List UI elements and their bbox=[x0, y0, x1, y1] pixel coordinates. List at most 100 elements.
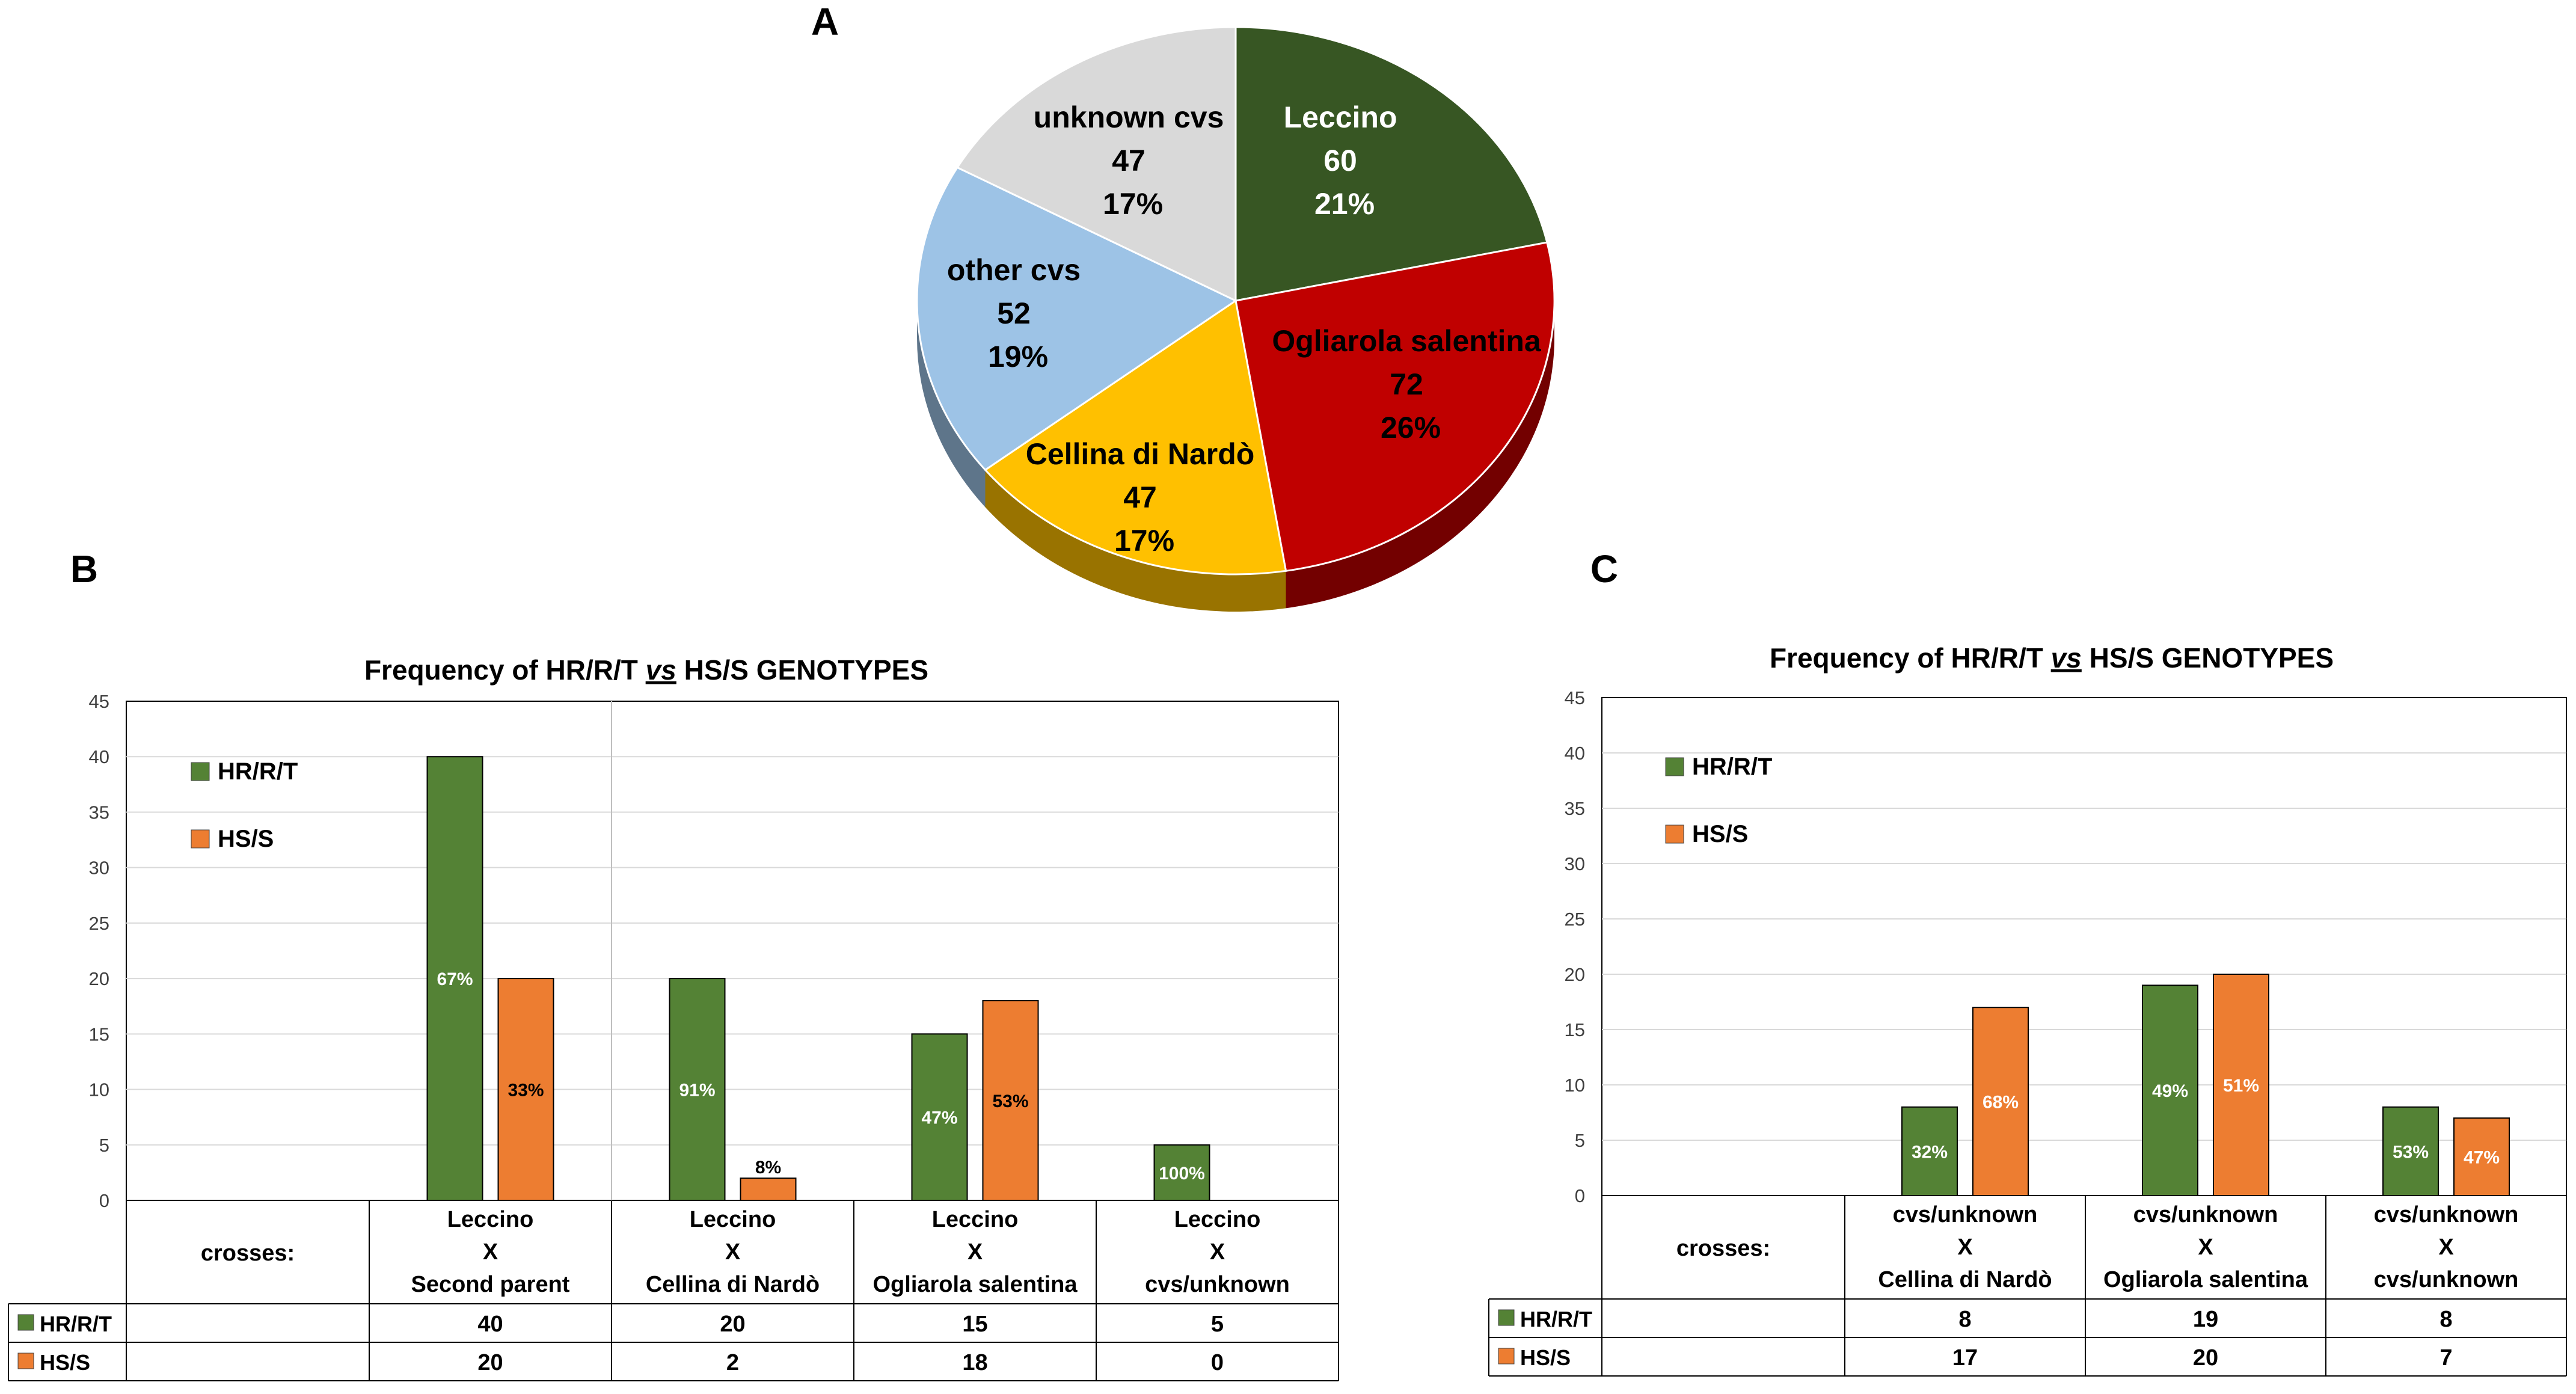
chart-c-legend-swatch-hr-r-t bbox=[1665, 757, 1684, 776]
chart-c-category-parent1: cvs/unknown bbox=[2374, 1202, 2519, 1227]
chart-c-y-tick-label: 20 bbox=[1565, 964, 1585, 985]
chart-c-y-tick-label: 10 bbox=[1565, 1075, 1585, 1096]
chart-b-y-tick-label: 30 bbox=[89, 858, 109, 879]
bar-chart-panel-c: C Frequency of HR/R/T vs HS/S GENOTYPES … bbox=[1488, 547, 2567, 1377]
chart-c-table-value: 8 bbox=[1958, 1307, 1971, 1332]
chart-c-bar-hr-r-t bbox=[1901, 1106, 1958, 1197]
chart-c-title-pre: Frequency of HR/R/T bbox=[1770, 642, 2051, 674]
chart-b-data-label-hs-s: 8% bbox=[755, 1158, 781, 1178]
chart-b-legend-swatch-hs-s bbox=[191, 829, 210, 849]
chart-c-data-label-hr-r-t: 53% bbox=[2393, 1142, 2429, 1162]
chart-b-y-tick-label: 10 bbox=[89, 1079, 109, 1101]
pie-chart-panel: A Leccino 60 21% Ogliarola salentina 72 … bbox=[811, 0, 1556, 612]
chart-b-table-swatch-hr-r-t bbox=[17, 1314, 34, 1331]
pie-slice-unknown-cvs bbox=[955, 26, 1237, 302]
chart-c-title-vs: vs bbox=[2051, 642, 2082, 674]
chart-b-category-parent2: Cellina di Nardò bbox=[646, 1272, 820, 1297]
chart-c-bar-hs-s bbox=[2213, 974, 2269, 1196]
chart-b-y-tick-label: 15 bbox=[89, 1024, 109, 1045]
chart-b-data-label-hr-r-t: 67% bbox=[437, 969, 473, 989]
chart-b-bar-hs-s bbox=[982, 1000, 1039, 1201]
chart-b-category-cross: X bbox=[725, 1239, 741, 1265]
chart-b-data-label-hs-s: 53% bbox=[992, 1092, 1028, 1111]
chart-c-y-tick-label: 5 bbox=[1575, 1130, 1585, 1151]
chart-b-category-parent1: Leccino bbox=[447, 1207, 534, 1232]
panel-c-label: C bbox=[1590, 547, 1618, 591]
chart-c-table-value: 8 bbox=[2440, 1307, 2452, 1332]
chart-c-bar-hs-s bbox=[2453, 1117, 2510, 1196]
chart-c-category-cross: X bbox=[1957, 1235, 1973, 1260]
chart-b-table-swatch-hs-s bbox=[17, 1353, 34, 1369]
chart-b-data-label-hs-s: 33% bbox=[508, 1081, 544, 1101]
chart-b-title-post: HS/S GENOTYPES bbox=[676, 654, 928, 686]
chart-c-title: Frequency of HR/R/T vs HS/S GENOTYPES bbox=[1770, 642, 2334, 674]
chart-c-title-post: HS/S GENOTYPES bbox=[2082, 642, 2334, 674]
chart-b-bar-hr-r-t bbox=[669, 978, 726, 1201]
chart-b-legend-swatch-hr-r-t bbox=[191, 762, 210, 781]
pie-slice-ogliarola-salentina bbox=[1234, 241, 1556, 572]
chart-c-y-tick-label: 40 bbox=[1565, 743, 1585, 764]
chart-b-data-label-hr-r-t: 100% bbox=[1159, 1164, 1205, 1184]
pie-side-ogliarola-salentina bbox=[1286, 301, 1554, 609]
pie-label-leccino: Leccino 60 21% bbox=[1284, 100, 1406, 221]
chart-c-plot-frame bbox=[1601, 697, 2567, 1196]
pie-label-ogliarola-salentina: Ogliarola salentina 72 26% bbox=[1272, 324, 1549, 444]
chart-c-data-label-hs-s: 47% bbox=[2464, 1148, 2500, 1168]
chart-c-bar-hr-r-t bbox=[2382, 1106, 2439, 1197]
chart-b-legend-label-hs-s: HS/S bbox=[218, 826, 274, 852]
chart-b-category-cross: X bbox=[1210, 1239, 1225, 1265]
chart-b-table-value: 20 bbox=[477, 1350, 503, 1375]
chart-c-data-label-hs-s: 68% bbox=[1983, 1093, 2019, 1113]
chart-c-category-cross: X bbox=[2438, 1235, 2454, 1260]
chart-b-category-parent1: Leccino bbox=[1174, 1207, 1261, 1232]
pie-label-other-cvs: other cvs 52 19% bbox=[947, 253, 1089, 373]
chart-c-category-parent1: cvs/unknown bbox=[1893, 1202, 2038, 1227]
pie-side-cellina-di-nardo bbox=[985, 470, 1286, 612]
chart-b-crosses-label: crosses: bbox=[201, 1241, 295, 1266]
chart-c-category-parent2: Ogliarola salentina bbox=[2103, 1267, 2308, 1292]
chart-c-table-value: 19 bbox=[2193, 1307, 2218, 1332]
chart-b-table-series-label: HS/S bbox=[40, 1350, 90, 1375]
pie-slices bbox=[916, 26, 1556, 612]
pie-slice-cellina-di-nardo bbox=[984, 299, 1287, 576]
chart-b-category-parent1: Leccino bbox=[932, 1207, 1019, 1232]
chart-b-data-label-hr-r-t: 91% bbox=[679, 1081, 715, 1101]
chart-b-legend-label-hr-r-t: HR/R/T bbox=[218, 758, 298, 785]
chart-b-y-tick-label: 0 bbox=[99, 1190, 109, 1211]
pie-slice-leccino bbox=[1234, 26, 1548, 302]
chart-c-table-value: 7 bbox=[2440, 1345, 2452, 1371]
chart-b-table-value: 5 bbox=[1211, 1312, 1224, 1337]
chart-c-table-swatch-hr-r-t bbox=[1498, 1309, 1515, 1326]
chart-c-y-tick-label: 15 bbox=[1565, 1019, 1585, 1040]
chart-b-title-pre: Frequency of HR/R/T bbox=[364, 654, 646, 686]
chart-b-bar-hs-s bbox=[497, 978, 554, 1201]
chart-b-category-cross: X bbox=[483, 1239, 498, 1265]
chart-b-title-vs: vs bbox=[646, 654, 676, 686]
chart-c-data-label-hr-r-t: 32% bbox=[1912, 1142, 1948, 1162]
chart-c-y-tick-label: 35 bbox=[1565, 798, 1585, 819]
pie-labels: Leccino 60 21% Ogliarola salentina 72 26… bbox=[947, 100, 1549, 557]
chart-c-bar-hr-r-t bbox=[2142, 984, 2198, 1197]
chart-c-legend-swatch-hs-s bbox=[1665, 824, 1684, 844]
chart-c-category-parent1: cvs/unknown bbox=[2133, 1202, 2278, 1227]
chart-b-table-value: 0 bbox=[1211, 1350, 1224, 1375]
chart-b-bar-hs-s bbox=[740, 1178, 797, 1201]
chart-c-crosses-label: crosses: bbox=[1676, 1236, 1770, 1261]
chart-c-category-parent2: Cellina di Nardò bbox=[1878, 1267, 2052, 1292]
chart-c-table-series-label: HS/S bbox=[1520, 1345, 1571, 1370]
chart-b-category-parent2: cvs/unknown bbox=[1145, 1272, 1290, 1297]
pie-side-other-cvs bbox=[917, 301, 986, 508]
chart-c-y-tick-label: 45 bbox=[1565, 687, 1585, 708]
chart-b-table-value: 15 bbox=[962, 1312, 987, 1337]
chart-c-category-cross: X bbox=[2198, 1235, 2213, 1260]
chart-b-y-tick-label: 40 bbox=[89, 746, 109, 767]
bar-chart-panel-b: B Frequency of HR/R/T vs HS/S GENOTYPES … bbox=[8, 547, 1339, 1381]
chart-b-table-value: 40 bbox=[477, 1312, 503, 1337]
chart-b-data-label-hr-r-t: 47% bbox=[921, 1108, 957, 1128]
pie-label-cellina-di-nardo: Cellina di Nardò 47 17% bbox=[1026, 437, 1263, 557]
pie-slice-other-cvs bbox=[916, 166, 1238, 471]
chart-c-y-tick-label: 25 bbox=[1565, 909, 1585, 930]
chart-b-y-tick-label: 45 bbox=[89, 691, 109, 712]
chart-c-table-value: 17 bbox=[1952, 1345, 1978, 1371]
